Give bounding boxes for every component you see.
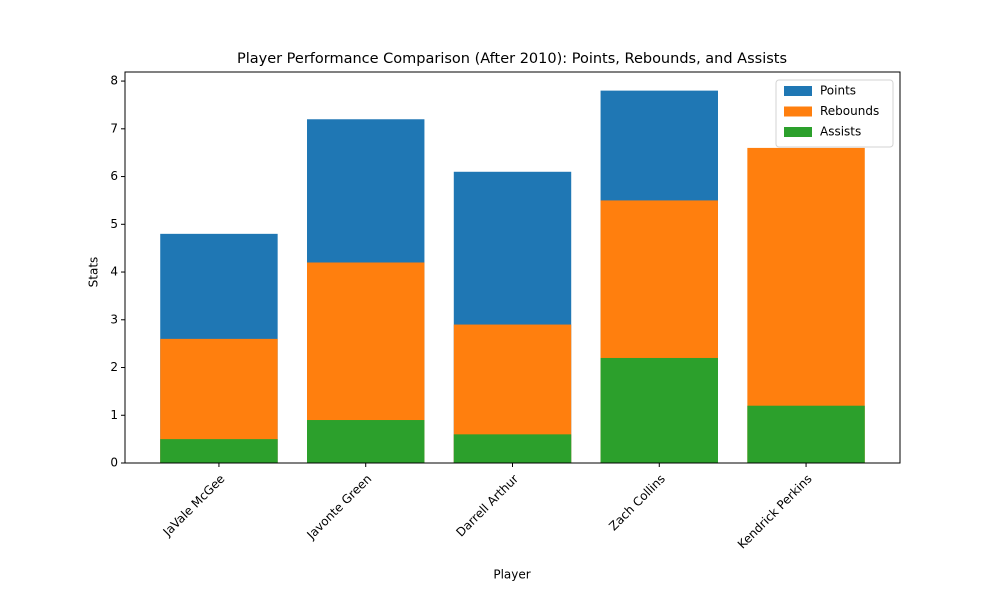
x-tick-label: Javonte Green <box>303 472 374 543</box>
plot-frame <box>124 71 901 464</box>
y-tick-label: 2 <box>110 360 118 374</box>
y-axis-label: Stats <box>87 257 101 288</box>
legend-swatch <box>784 127 812 137</box>
y-tick-label: 0 <box>110 456 118 470</box>
y-tick-label: 6 <box>110 169 118 183</box>
legend-swatch <box>784 86 812 96</box>
x-tick-label: Kendrick Perkins <box>735 472 815 552</box>
bar <box>307 420 425 463</box>
legend-label: Rebounds <box>820 104 879 118</box>
legend-swatch <box>784 106 812 117</box>
y-tick-label: 5 <box>110 217 118 231</box>
legend-label: Points <box>820 84 856 98</box>
y-tick-label: 4 <box>110 265 118 279</box>
x-tick-label: JaVale McGee <box>160 472 228 540</box>
y-tick-label: 8 <box>110 74 118 88</box>
x-tick-label: Zach Collins <box>606 472 668 534</box>
y-tick-label: 7 <box>110 121 118 135</box>
bar <box>747 405 865 463</box>
bar <box>600 357 718 463</box>
legend-label: Assists <box>820 125 861 139</box>
bar <box>453 434 572 463</box>
x-tick-label: Darrell Arthur <box>453 472 521 540</box>
bar <box>160 439 278 463</box>
y-tick-label: 1 <box>110 408 118 422</box>
x-axis-label: Player <box>493 568 530 582</box>
y-tick-label: 3 <box>110 312 118 326</box>
chart-title: Player Performance Comparison (After 201… <box>237 51 787 67</box>
